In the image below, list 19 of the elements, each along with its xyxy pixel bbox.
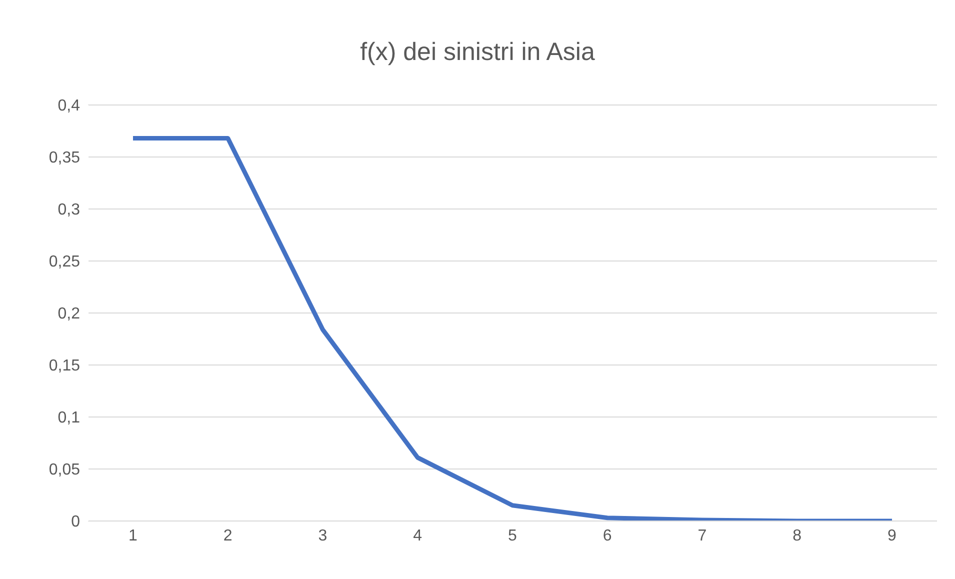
y-tick-label: 0,1 — [58, 410, 80, 427]
y-tick-label: 0,25 — [48, 254, 80, 271]
chart-title: f(x) dei sinistri in Asia — [359, 38, 596, 67]
y-tick-label: 0,15 — [48, 358, 80, 375]
y-tick-label: 0 — [71, 514, 80, 531]
x-tick-label: 2 — [223, 527, 232, 544]
x-tick-label: 4 — [413, 527, 422, 544]
y-tick-label: 0,2 — [58, 306, 80, 323]
x-tick-label: 8 — [792, 527, 802, 544]
y-tick-label: 0,4 — [58, 98, 80, 115]
y-tick-label: 0,05 — [48, 462, 80, 479]
x-tick-label: 9 — [888, 527, 897, 544]
x-tick-label: 6 — [602, 527, 612, 544]
y-tick-label: 0,3 — [58, 202, 80, 219]
x-tick-label: 3 — [318, 527, 328, 544]
x-tick-label: 1 — [128, 527, 138, 544]
y-tick-label: 0,35 — [48, 150, 80, 167]
x-tick-label: 5 — [508, 527, 518, 544]
x-tick-label: 7 — [698, 527, 707, 544]
